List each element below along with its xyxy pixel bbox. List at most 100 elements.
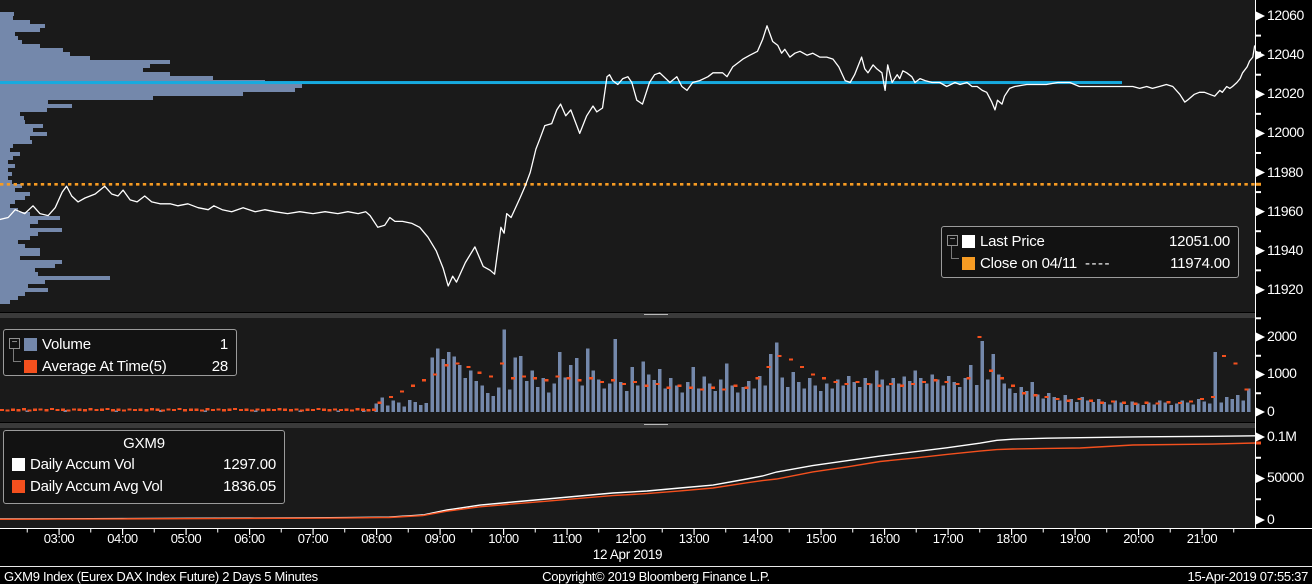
volume-profile-bar <box>0 204 10 208</box>
footer-separator <box>0 566 1312 567</box>
volume-bar <box>747 381 751 412</box>
volume-bar <box>530 370 534 412</box>
volume-bar <box>541 378 545 412</box>
half-hour-tick <box>534 529 536 533</box>
volume-bar <box>758 375 762 412</box>
average-at-time-dash <box>644 384 649 387</box>
average-at-time-dash <box>110 409 115 412</box>
legend-collapse-icon[interactable]: − <box>947 235 958 246</box>
volume-bar <box>1080 396 1084 412</box>
hour-tick <box>566 529 568 535</box>
volume-bar <box>735 392 740 412</box>
volume-bar <box>974 384 979 412</box>
volume-tick-label: 0 <box>1267 402 1275 419</box>
average-at-time-dash <box>655 382 660 386</box>
average-at-time-dash <box>677 384 682 387</box>
volume-profile-bar <box>0 24 45 28</box>
volume-profile-bar <box>0 64 150 68</box>
half-hour-tick <box>471 529 473 533</box>
volume-bar <box>902 376 907 412</box>
volume-minor-tick <box>1256 354 1261 357</box>
average-at-time-dash <box>844 382 849 386</box>
accum-legend: GXM9 Daily Accum Vol 1297.00 Daily Accum… <box>3 430 285 504</box>
volume-bar <box>830 388 834 412</box>
volume-bar <box>585 348 590 412</box>
legend-row-volume: Volume 1 <box>24 333 228 355</box>
time-tick-label: 06:00 <box>234 531 265 546</box>
legend-collapse-icon[interactable]: − <box>9 338 20 349</box>
average-at-time-dash <box>699 388 704 391</box>
average-at-time-dash <box>133 408 138 412</box>
volume-bar <box>869 383 873 412</box>
average-at-time-dash <box>555 375 560 378</box>
price-tick-label: 11940 <box>1267 241 1303 258</box>
average-at-time-dash <box>1077 397 1082 401</box>
volume-bar <box>385 405 390 412</box>
time-axis[interactable] <box>0 528 1312 546</box>
volume-profile-bar <box>0 112 20 116</box>
accum-chart-surface[interactable] <box>0 428 1255 528</box>
volume-bar <box>1124 405 1129 412</box>
volume-profile-bar <box>0 236 30 240</box>
close-value: 11974.00 <box>1170 254 1230 272</box>
close-swatch <box>962 256 975 270</box>
volume-bar <box>696 388 701 412</box>
average-at-time-dash <box>316 407 321 411</box>
volume-bar <box>847 375 851 412</box>
volume-bar <box>1169 405 1173 412</box>
volume-bar <box>552 383 557 412</box>
accum-avg-value: 1836.05 <box>223 477 276 495</box>
volume-bar <box>1224 396 1229 412</box>
average-at-time-dash <box>1022 392 1027 395</box>
volume-bar <box>947 375 951 412</box>
half-hour-tick <box>344 529 346 533</box>
volume-profile-bar <box>0 164 15 168</box>
average-at-time-dash <box>322 408 327 411</box>
volume-tick-arrow-icon <box>1256 369 1265 379</box>
price-axis-column[interactable] <box>1255 0 1312 528</box>
volume-bar <box>635 385 640 412</box>
volume-bar <box>641 361 645 412</box>
time-tick-label: 14:00 <box>742 531 773 546</box>
volume-bar <box>508 389 512 412</box>
volume-bar <box>480 385 484 412</box>
volume-profile-bar <box>0 180 12 184</box>
average-at-time-dash <box>866 382 871 386</box>
volume-bar <box>669 378 673 412</box>
volume-bar <box>469 370 473 412</box>
volume-profile-bar <box>0 52 70 56</box>
volume-bar <box>1063 395 1068 412</box>
volume-bar <box>674 385 679 412</box>
average-at-time-dash <box>1166 401 1171 404</box>
average-at-time-dash <box>99 408 104 411</box>
average-at-time-dash <box>1066 399 1071 402</box>
hour-tick <box>1074 529 1076 535</box>
volume-profile-bar <box>0 88 295 92</box>
volume-chart-surface[interactable] <box>0 318 1255 422</box>
volume-minor-tick <box>1256 392 1261 395</box>
volume-bar <box>158 410 163 412</box>
volume-tick-label: 1000 <box>1267 365 1297 382</box>
volume-profile-bar <box>0 216 60 220</box>
volume-bar <box>702 376 707 412</box>
half-hour-tick <box>661 529 663 533</box>
volume-bar <box>1113 400 1118 412</box>
volume-bar <box>724 363 729 412</box>
price-chart-surface[interactable] <box>0 0 1255 312</box>
time-tick-label: 18:00 <box>996 531 1027 546</box>
price-tick-label: 12060 <box>1267 7 1304 24</box>
average-at-time-dash <box>149 408 154 411</box>
volume-bar <box>1108 404 1112 412</box>
volume-profile-bar <box>0 124 43 128</box>
volume-bar <box>580 385 584 412</box>
average-at-time-dash <box>199 409 204 412</box>
volume-bar <box>1019 387 1023 412</box>
average-value: 28 <box>211 357 228 375</box>
average-at-time-dash <box>333 408 338 411</box>
volume-profile-bar <box>0 176 8 180</box>
volume-profile-bar <box>0 264 55 268</box>
legend-row-accum-avg: Daily Accum Avg Vol 1836.05 <box>12 475 276 497</box>
accum-tick-arrow-icon <box>1256 432 1265 442</box>
average-at-time-dash <box>88 408 93 411</box>
volume-profile-bar <box>0 68 143 72</box>
